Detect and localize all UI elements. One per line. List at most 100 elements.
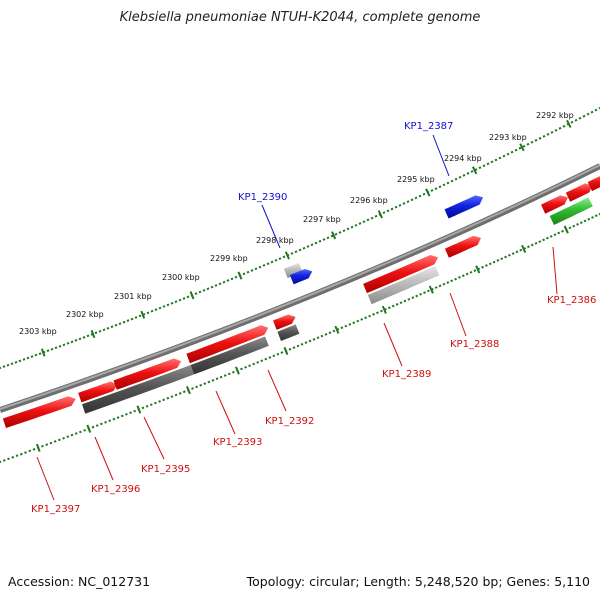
scale-dot	[34, 353, 38, 357]
scale-dot	[149, 403, 153, 406]
scale-major-tick	[35, 443, 41, 452]
scale-dot	[300, 342, 304, 346]
scale-dot	[18, 359, 22, 363]
scale-dot	[28, 449, 32, 453]
scale-dot	[0, 366, 2, 370]
scale-dot	[422, 192, 426, 196]
scale-dot	[240, 367, 243, 371]
scale-dot	[570, 120, 574, 124]
scale-major-tick	[136, 405, 142, 414]
scale-dot	[70, 433, 74, 437]
scale-dot	[292, 346, 296, 349]
scale-dot	[484, 264, 488, 267]
scale-dot	[258, 265, 262, 269]
scale-dot	[116, 416, 120, 419]
scale-dot	[542, 134, 546, 138]
scale-dot	[587, 217, 591, 221]
scale-dot	[473, 269, 477, 272]
label-leader-line	[449, 292, 467, 337]
scale-dot	[278, 257, 282, 260]
scale-dot	[594, 214, 598, 218]
label-leader-line	[552, 246, 558, 295]
scale-dot	[500, 257, 504, 261]
scale-dot	[502, 154, 506, 158]
scale-dot	[423, 291, 426, 294]
scale-dot	[95, 424, 99, 427]
scale-dot	[356, 319, 360, 323]
scale-dot	[326, 236, 330, 240]
scale-dot	[492, 260, 496, 264]
scale-dot	[66, 435, 70, 439]
page-title: Klebsiella pneumoniae NTUH-K2044, comple…	[119, 10, 481, 25]
scale-dot	[62, 436, 65, 440]
scale-dot	[324, 333, 328, 336]
scale-dot	[250, 269, 254, 272]
label-leader-line	[267, 369, 287, 412]
scale-dot	[561, 229, 564, 233]
scale-dot	[120, 414, 124, 418]
scale-dot	[308, 339, 312, 343]
scale-dot	[186, 295, 190, 299]
scale-dot	[446, 281, 450, 284]
scale-dot	[546, 132, 550, 136]
scale-dot	[195, 385, 198, 389]
gene-label: KP1_2389	[382, 369, 431, 380]
gene-label: KP1_2388	[450, 339, 499, 350]
scale-dot	[498, 156, 502, 160]
scale-label: 2294 kbp	[444, 154, 482, 163]
scale-dot	[430, 189, 434, 192]
scale-dot	[312, 338, 316, 341]
scale-dot	[110, 325, 114, 329]
scale-dot	[58, 345, 62, 348]
scale-dot	[340, 326, 344, 330]
scale-dot	[518, 146, 522, 150]
scale-dot	[382, 211, 386, 215]
gene-label-layer: KP1_2387 KP1_2390 KP1_2386 KP1_2388 KP1_2389…	[31, 121, 596, 515]
gene-arrow	[587, 176, 600, 192]
scale-dot	[276, 352, 280, 356]
scale-dot	[70, 340, 74, 344]
scale-dot	[146, 311, 150, 315]
scale-dot	[242, 272, 246, 276]
scale-dot	[370, 216, 374, 220]
scale-dot	[32, 448, 36, 451]
scale-dot	[26, 356, 30, 360]
scale-dot	[461, 274, 465, 278]
gray-block-light	[367, 266, 440, 305]
label-leader-line	[143, 416, 165, 460]
scale-major-tick	[377, 210, 383, 219]
scale-dot	[130, 317, 134, 321]
gene-label: KP1_2397	[31, 504, 80, 515]
scale-dot	[538, 136, 542, 140]
scale-dot	[391, 304, 395, 308]
scale-dot	[2, 459, 6, 462]
scale-dot	[534, 138, 538, 142]
scale-dot	[62, 343, 66, 347]
scale-label: 2297 kbp	[303, 215, 341, 224]
gene-arrow	[273, 314, 296, 330]
scale-dot	[368, 314, 372, 318]
scale-dot	[418, 194, 422, 198]
scale-dot	[54, 346, 58, 350]
scale-dot	[53, 440, 57, 443]
scale-dot	[576, 223, 579, 226]
scale-dot	[22, 358, 26, 361]
gene-label: KP1_2393	[213, 437, 262, 448]
scale-label: 2303 kbp	[19, 327, 57, 336]
scale-dot	[442, 282, 446, 286]
scale-dot	[481, 265, 484, 269]
scale-dot	[386, 209, 390, 213]
scale-dot	[141, 406, 145, 410]
scale-dot	[399, 301, 403, 305]
scale-dot	[202, 289, 206, 292]
scale-dot	[82, 336, 86, 339]
scale-dot	[270, 260, 274, 264]
scale-dot	[511, 252, 515, 255]
scale-major-tick	[521, 244, 527, 253]
scale-dot	[66, 342, 70, 345]
scale-label: 2295 kbp	[397, 175, 435, 184]
scale-dot	[74, 432, 78, 435]
scale-dot	[106, 326, 110, 330]
scale-dot	[545, 236, 549, 240]
